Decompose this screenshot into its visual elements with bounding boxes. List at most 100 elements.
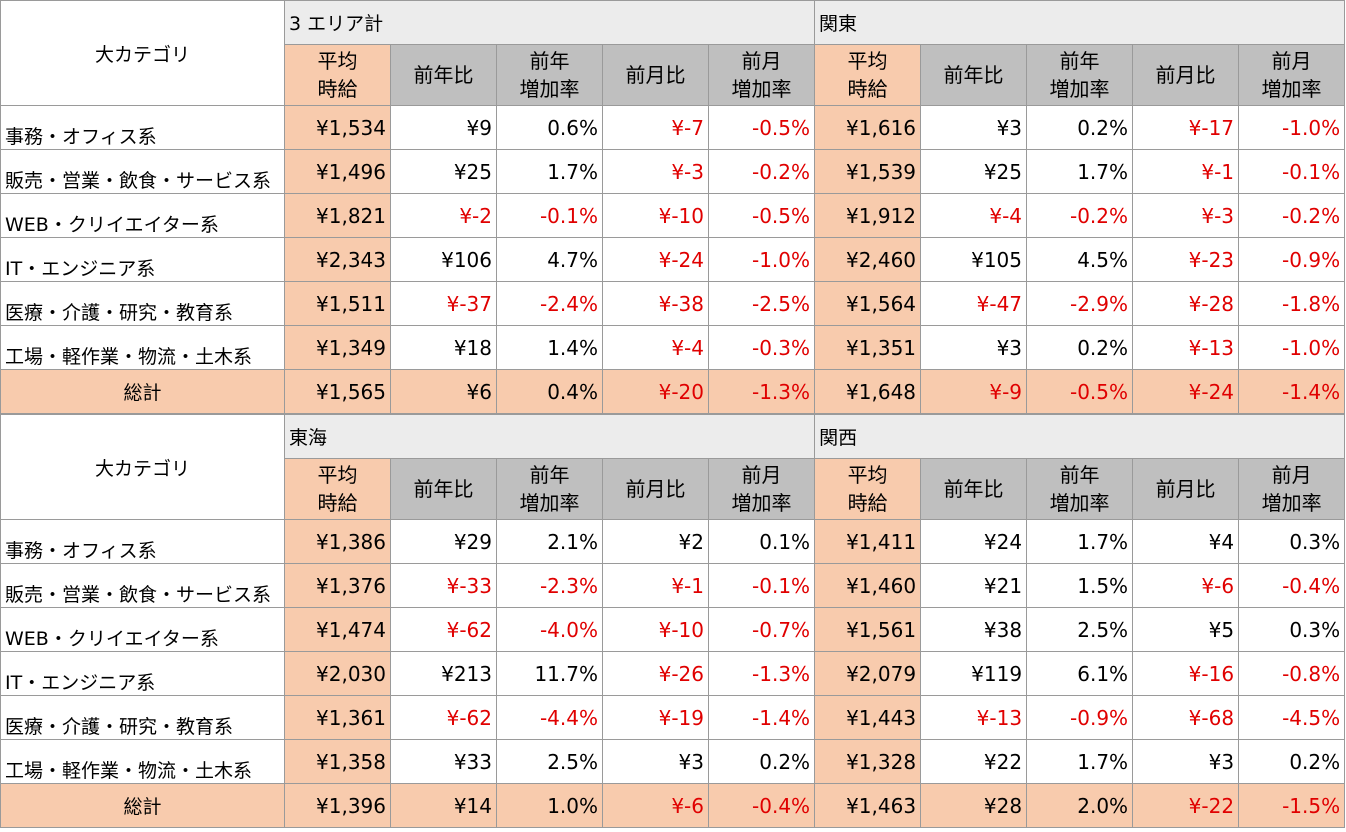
sub-header-line: 前年 <box>1059 49 1100 73</box>
sub-header: 前月比 <box>1132 458 1240 520</box>
value-cell: 4.7% <box>496 237 603 282</box>
average-wage-cell: ¥1,376 <box>284 563 391 608</box>
value-cell: 1.7% <box>1026 149 1134 194</box>
sub-header-row: 平均 時給 前年比 前年 増加率 前月比 前月 増加率 平均 時給 前年比 前年 増加率 前月比 前月 増加率 <box>1 44 1346 106</box>
value-cell: ¥22 <box>920 739 1028 784</box>
value-cell: ¥-3 <box>1132 193 1240 238</box>
value-cell: ¥33 <box>390 739 497 784</box>
sub-header: 前年比 <box>390 44 497 106</box>
value-cell: 0.1% <box>707 519 816 564</box>
category-label: 医療・介護・研究・教育系 <box>0 695 285 740</box>
sub-header-line: 前月比 <box>1155 477 1216 501</box>
value-cell: ¥-13 <box>920 695 1028 740</box>
value-cell: ¥-17 <box>1132 105 1240 150</box>
value-cell: ¥2 <box>602 519 709 564</box>
average-wage-cell: ¥1,361 <box>284 695 391 740</box>
total-value-cell: ¥1,463 <box>814 783 922 828</box>
table-row: WEB・クリイエイター系 ¥1,821 ¥-2 -0.1% ¥-10 -0.5% ¥1,91… <box>0 193 1346 238</box>
total-value-cell: -0.5% <box>1026 369 1134 414</box>
average-wage-cell: ¥1,534 <box>284 105 391 150</box>
value-cell: ¥3 <box>602 739 709 784</box>
value-cell: ¥-62 <box>390 695 497 740</box>
total-row: 総計 ¥1,396 ¥14 1.0% ¥-6 -0.4% ¥1,463 ¥28 2.0% ¥-22… <box>0 783 1346 828</box>
value-cell: ¥-47 <box>920 281 1028 326</box>
total-value-cell: ¥-22 <box>1132 783 1240 828</box>
sub-header-line: 平均 <box>847 463 888 487</box>
value-cell: ¥18 <box>390 325 497 370</box>
average-wage-cell: ¥1,460 <box>814 563 922 608</box>
value-cell: ¥-2 <box>390 193 497 238</box>
value-cell: -4.4% <box>496 695 603 740</box>
value-cell: ¥38 <box>920 607 1028 652</box>
total-value-cell: ¥1,396 <box>284 783 391 828</box>
sub-header-line: 前月 <box>1271 463 1312 487</box>
sub-header-line: 増加率 <box>731 491 792 515</box>
value-cell: ¥-16 <box>1132 651 1240 696</box>
total-value-cell: ¥14 <box>390 783 497 828</box>
value-cell: 1.4% <box>496 325 603 370</box>
value-cell: 0.2% <box>1026 325 1134 370</box>
value-cell: 11.7% <box>496 651 603 696</box>
value-cell: ¥-33 <box>390 563 497 608</box>
table-row: 医療・介護・研究・教育系 ¥1,361 ¥-62 -4.4% ¥-19 -1.4% ¥1,4… <box>0 695 1346 740</box>
total-value-cell: ¥28 <box>920 783 1028 828</box>
sub-header: 前年比 <box>390 458 497 520</box>
value-cell: ¥24 <box>920 519 1028 564</box>
sub-header-line: 増加率 <box>731 77 792 101</box>
value-cell: 0.2% <box>1026 105 1134 150</box>
value-cell: -2.5% <box>707 281 816 326</box>
total-value-cell: 1.0% <box>496 783 603 828</box>
value-cell: ¥-23 <box>1132 237 1240 282</box>
value-cell: ¥3 <box>920 105 1028 150</box>
value-cell: 1.7% <box>496 149 603 194</box>
value-cell: ¥4 <box>1132 519 1240 564</box>
value-cell: 2.1% <box>496 519 603 564</box>
value-cell: 4.5% <box>1026 237 1134 282</box>
sub-header-line: 前年 <box>529 463 570 487</box>
value-cell: ¥-7 <box>602 105 709 150</box>
sub-header: 平均 時給 <box>814 458 922 520</box>
value-cell: 0.6% <box>496 105 603 150</box>
category-label: 工場・軽作業・物流・土木系 <box>0 325 285 370</box>
total-value-cell: ¥1,565 <box>284 369 391 414</box>
sub-header: 前月 増加率 <box>1238 44 1346 106</box>
value-cell: -0.5% <box>707 105 816 150</box>
sub-header: 前年比 <box>920 44 1028 106</box>
sub-header-line: 時給 <box>317 491 358 515</box>
value-cell: ¥-28 <box>1132 281 1240 326</box>
average-wage-cell: ¥1,561 <box>814 607 922 652</box>
sub-header-line: 時給 <box>317 77 358 101</box>
value-cell: ¥-3 <box>602 149 709 194</box>
average-wage-cell: ¥1,474 <box>284 607 391 652</box>
region-header-row: 大カテゴリ 東海 関西 <box>0 414 1346 520</box>
value-cell: -2.4% <box>496 281 603 326</box>
table-row: WEB・クリイエイター系 ¥1,474 ¥-62 -4.0% ¥-10 -0.7% ¥1,5… <box>0 607 1346 652</box>
value-cell: ¥3 <box>920 325 1028 370</box>
value-cell: ¥106 <box>390 237 497 282</box>
total-value-cell: -1.5% <box>1238 783 1346 828</box>
value-cell: -1.0% <box>707 237 816 282</box>
average-wage-cell: ¥1,821 <box>284 193 391 238</box>
total-value-cell: ¥-24 <box>1132 369 1240 414</box>
sub-header: 前月比 <box>1132 44 1240 106</box>
value-cell: ¥25 <box>390 149 497 194</box>
total-value-cell: 2.0% <box>1026 783 1134 828</box>
value-cell: ¥119 <box>920 651 1028 696</box>
value-cell: -0.2% <box>1026 193 1134 238</box>
sub-header-line: 前年 <box>1059 463 1100 487</box>
total-value-cell: -1.3% <box>707 369 816 414</box>
value-cell: ¥-1 <box>1132 149 1240 194</box>
value-cell: ¥25 <box>920 149 1028 194</box>
sub-header-line: 増加率 <box>1049 77 1110 101</box>
sub-header-line: 前年比 <box>943 63 1004 87</box>
value-cell: -0.5% <box>707 193 816 238</box>
total-value-cell: ¥6 <box>390 369 497 414</box>
value-cell: 0.2% <box>707 739 816 784</box>
average-wage-cell: ¥2,343 <box>284 237 391 282</box>
table-row: 販売・営業・飲食・サービス系 ¥1,376 ¥-33 -2.3% ¥-1 -0.1% ¥1,… <box>0 563 1346 608</box>
table-row: IT・エンジニア系 ¥2,343 ¥106 4.7% ¥-24 -1.0% ¥2,460 ¥1… <box>0 237 1346 282</box>
sub-header-line: 前月比 <box>1155 63 1216 87</box>
sub-header-line: 前月 <box>741 463 782 487</box>
table-row: IT・エンジニア系 ¥2,030 ¥213 11.7% ¥-26 -1.3% ¥2,079 ¥… <box>0 651 1346 696</box>
